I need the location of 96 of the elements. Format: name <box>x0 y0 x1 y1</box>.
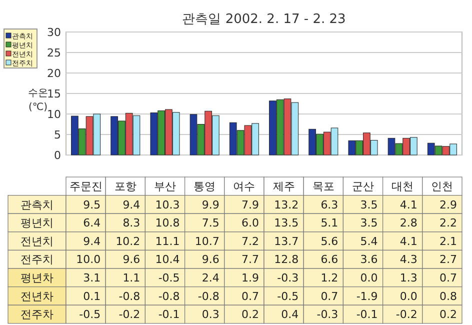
data-label: 9.4 <box>83 234 101 248</box>
series-label: 관측치 <box>20 198 54 212</box>
data-label: -0.2 <box>118 308 140 322</box>
data-label: -0.2 <box>396 308 418 322</box>
data-label: 0.2 <box>242 308 259 322</box>
data-label: 6.6 <box>320 253 338 266</box>
data-label: 0.7 <box>440 272 457 284</box>
category-label: 인천 <box>431 180 454 193</box>
category-label: 제주 <box>272 180 295 193</box>
data-label: 2.8 <box>400 216 418 230</box>
data-label: -0.8 <box>158 290 180 303</box>
data-label: 13.5 <box>274 216 299 230</box>
series-label: 전년차 <box>20 290 54 303</box>
data-label: 0.7 <box>320 290 338 303</box>
data-label: 13.2 <box>274 198 299 212</box>
data-label: 8.3 <box>122 216 140 230</box>
data-label: 0.0 <box>360 272 378 284</box>
data-label: 2.1 <box>440 234 457 248</box>
data-label: 2.4 <box>202 272 220 284</box>
data-label: 4.3 <box>400 253 418 266</box>
data-label: 1.3 <box>400 272 418 284</box>
y-tick-label: 25 <box>47 46 61 60</box>
data-label: -0.3 <box>277 272 299 284</box>
data-label: 10.8 <box>155 216 180 230</box>
y-tick-label: 20 <box>47 67 61 80</box>
data-label: 1.1 <box>122 272 140 284</box>
data-label: 12.8 <box>274 253 299 266</box>
data-label: 11.1 <box>155 234 180 248</box>
data-label: -0.5 <box>277 290 299 303</box>
category-label: 대천 <box>392 180 414 193</box>
data-label: 5.1 <box>320 216 338 230</box>
category-label: 여수 <box>233 180 256 193</box>
series-label: 평년차 <box>20 272 54 284</box>
data-label: 5.4 <box>360 234 378 248</box>
data-label: 4.1 <box>400 234 418 248</box>
data-label: 10.3 <box>155 198 180 212</box>
data-label: -0.5 <box>158 272 180 284</box>
data-label: 9.6 <box>122 253 140 266</box>
y-axis-title: 수온(℃) <box>28 88 48 113</box>
data-label: 10.0 <box>76 253 101 266</box>
data-label: -0.8 <box>198 290 220 303</box>
category-label: 목포 <box>312 180 334 193</box>
data-label: -0.8 <box>118 290 140 303</box>
data-label: 0.1 <box>83 290 101 303</box>
data-label: 10.2 <box>116 234 140 248</box>
category-label: 군산 <box>352 180 374 193</box>
category-label: 부산 <box>154 180 176 193</box>
data-label: 3.1 <box>83 272 101 284</box>
data-label: 3.6 <box>360 253 378 266</box>
data-label: 2.9 <box>440 198 457 212</box>
data-label: 7.9 <box>242 198 259 212</box>
data-label: 5.6 <box>320 234 338 248</box>
data-label: -0.1 <box>158 308 180 322</box>
category-label: 포항 <box>114 180 136 193</box>
data-label: 9.6 <box>202 253 220 266</box>
category-label: 주문진 <box>69 180 102 193</box>
series-label: 평년치 <box>20 216 54 230</box>
data-label: 0.8 <box>440 290 457 303</box>
data-label: 2.7 <box>440 253 457 266</box>
data-label: 7.7 <box>242 253 259 266</box>
data-label: 6.3 <box>320 198 338 212</box>
data-label: 3.5 <box>360 216 378 230</box>
data-label: 10.4 <box>155 253 180 266</box>
data-label: 9.4 <box>122 198 140 212</box>
series-label: 전년치 <box>20 234 54 248</box>
data-label: 2.2 <box>440 216 457 230</box>
data-label: 4.1 <box>400 198 418 212</box>
data-label: -1.9 <box>356 290 378 303</box>
data-label: 3.5 <box>360 198 378 212</box>
data-label: 0.2 <box>440 308 457 322</box>
data-label: 0.4 <box>281 308 299 322</box>
data-label: 7.5 <box>202 216 220 230</box>
data-label: 13.7 <box>274 234 299 248</box>
data-label: 1.9 <box>242 272 259 284</box>
category-label: 통영 <box>194 180 216 193</box>
series-label: 전주차 <box>20 308 54 322</box>
y-tick-label: 0 <box>54 149 61 162</box>
data-label: -0.1 <box>356 308 378 322</box>
chart-title: 관측일 2002. 2. 17 - 2. 23 <box>182 12 346 27</box>
data-label: 0.0 <box>400 290 418 303</box>
data-label: 7.2 <box>242 234 259 248</box>
data-label: 0.7 <box>242 290 259 303</box>
data-label: 6.4 <box>83 216 101 230</box>
data-label: 0.3 <box>202 308 220 322</box>
series-label: 전주치 <box>20 253 54 266</box>
data-label: 9.9 <box>202 198 220 212</box>
data-label: 9.5 <box>83 198 101 212</box>
y-tick-label: 10 <box>47 108 61 121</box>
data-label: -0.3 <box>316 308 338 322</box>
y-tick-label: 15 <box>47 88 61 100</box>
data-label: 1.2 <box>320 272 338 284</box>
data-label: -0.5 <box>79 308 101 322</box>
y-tick-label: 5 <box>54 128 61 142</box>
data-label: 6.0 <box>242 216 259 230</box>
y-tick-label: 30 <box>47 26 61 39</box>
data-label: 10.7 <box>194 234 220 248</box>
